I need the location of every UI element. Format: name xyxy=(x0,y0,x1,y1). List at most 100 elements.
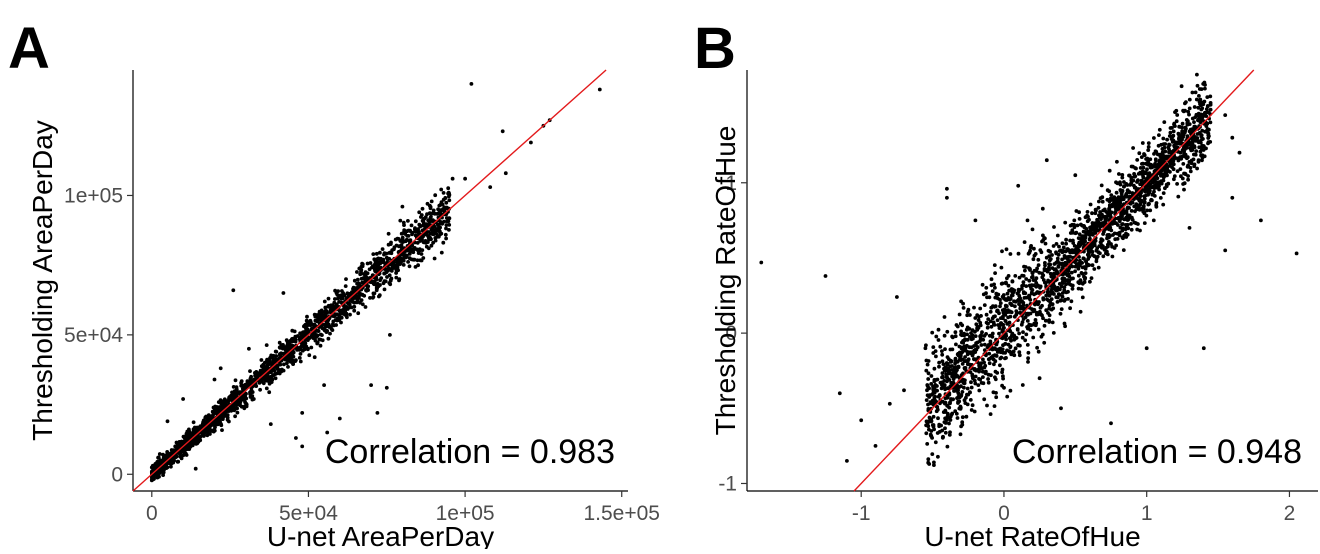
data-point xyxy=(1069,270,1074,275)
data-point xyxy=(383,279,388,284)
data-point xyxy=(371,252,376,256)
data-point xyxy=(1080,295,1085,300)
data-point xyxy=(981,375,985,379)
data-point xyxy=(1140,141,1145,145)
data-point xyxy=(945,376,950,380)
data-point xyxy=(1056,252,1061,257)
data-point xyxy=(1159,156,1164,161)
data-point xyxy=(220,428,224,432)
data-point xyxy=(1041,233,1045,238)
data-point xyxy=(1087,217,1091,222)
data-point xyxy=(957,399,962,404)
data-point-outlier xyxy=(218,366,223,371)
data-point xyxy=(436,207,440,212)
data-point xyxy=(444,200,449,205)
data-point xyxy=(238,400,243,405)
data-point xyxy=(1088,279,1092,284)
data-point xyxy=(982,348,987,352)
identity-line xyxy=(853,69,1255,492)
data-point xyxy=(1023,268,1027,273)
data-point xyxy=(415,258,420,263)
data-point xyxy=(937,364,941,369)
data-point xyxy=(1197,145,1202,150)
data-point xyxy=(1200,137,1204,142)
y-tick-label: 1e+05 xyxy=(64,184,123,207)
data-point xyxy=(1034,269,1039,273)
data-point xyxy=(943,430,948,435)
data-point xyxy=(986,321,990,326)
data-point xyxy=(948,347,953,352)
data-point xyxy=(348,291,352,296)
data-point xyxy=(1117,172,1121,176)
data-point-outlier xyxy=(1259,218,1263,223)
data-point xyxy=(998,350,1003,355)
data-point xyxy=(1076,266,1081,271)
data-point xyxy=(973,316,978,320)
data-point xyxy=(1180,129,1185,134)
data-point xyxy=(1021,300,1026,305)
data-point xyxy=(969,385,974,390)
data-point xyxy=(357,292,362,297)
data-point xyxy=(430,226,435,231)
data-point xyxy=(387,273,392,278)
data-point xyxy=(408,238,413,243)
data-point xyxy=(1187,160,1192,164)
data-point xyxy=(945,362,949,367)
data-point xyxy=(1004,337,1008,342)
data-point xyxy=(183,434,188,439)
data-point xyxy=(1146,173,1151,177)
data-point xyxy=(401,220,406,225)
data-point xyxy=(169,461,174,466)
data-point xyxy=(1198,102,1202,106)
data-point xyxy=(1208,120,1213,125)
data-point xyxy=(307,353,312,358)
data-point xyxy=(297,356,302,360)
data-point xyxy=(268,370,272,375)
data-point xyxy=(942,333,947,338)
data-point xyxy=(1077,217,1082,221)
data-point xyxy=(1107,168,1112,173)
data-point xyxy=(1018,306,1023,311)
data-point xyxy=(1141,204,1146,209)
data-point xyxy=(1068,306,1072,311)
data-point xyxy=(401,240,405,244)
data-point-outlier xyxy=(400,204,405,209)
data-point xyxy=(444,226,448,231)
data-point xyxy=(948,414,953,419)
data-point xyxy=(1117,230,1122,235)
data-point xyxy=(1017,275,1022,280)
data-point xyxy=(196,440,201,444)
data-point xyxy=(1125,217,1129,222)
data-point xyxy=(291,362,295,366)
data-point xyxy=(410,230,415,235)
data-point xyxy=(1137,151,1142,156)
data-point-outlier xyxy=(902,388,906,393)
data-point xyxy=(926,371,931,376)
data-point xyxy=(1179,136,1184,141)
data-point xyxy=(978,339,982,344)
data-point xyxy=(959,424,963,429)
data-point xyxy=(1021,317,1026,321)
data-point xyxy=(995,350,1000,354)
data-point xyxy=(998,346,1003,351)
data-point xyxy=(926,407,931,411)
data-point xyxy=(995,308,1000,313)
data-point xyxy=(177,440,182,444)
data-point xyxy=(1032,246,1036,251)
data-point xyxy=(324,324,329,329)
data-point xyxy=(431,240,435,245)
data-point xyxy=(992,263,997,267)
data-point xyxy=(1197,139,1201,144)
data-point xyxy=(254,370,259,374)
data-point xyxy=(1042,267,1047,271)
data-point xyxy=(1174,119,1179,124)
data-point xyxy=(1175,113,1180,117)
data-point xyxy=(1169,161,1173,166)
x-tick-label: 5e+04 xyxy=(279,502,338,525)
data-point xyxy=(389,277,393,282)
data-point xyxy=(1138,202,1143,207)
data-point xyxy=(382,251,387,256)
data-point xyxy=(361,276,366,281)
data-point xyxy=(1040,313,1044,318)
